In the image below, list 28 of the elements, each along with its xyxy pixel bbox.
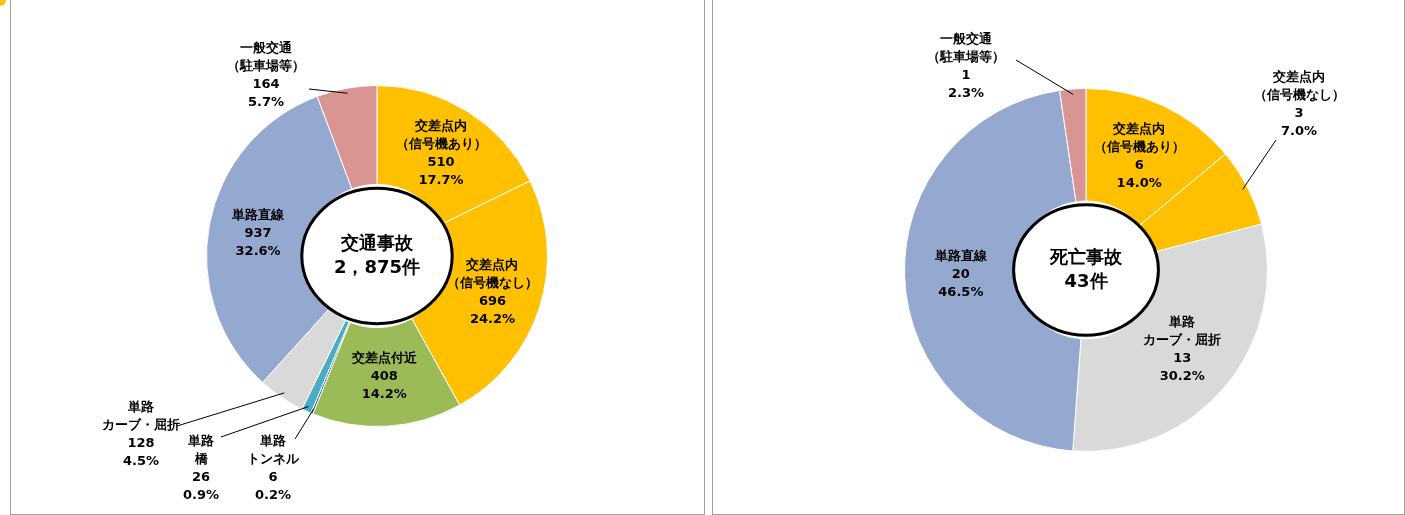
slice-label: 交差点内（信号機なし）: [446, 256, 538, 290]
slice-label: 一般交通（駐車場等）: [927, 31, 1005, 65]
slice-label: 交差点内（信号機あり）: [395, 117, 487, 151]
slice-label: 単路カーブ・屈折: [102, 399, 180, 433]
data-label: 6 0.2%: [254, 469, 292, 503]
slice-label: 一般交通（駐車場等）: [227, 40, 305, 74]
data-label: 20 46.5%: [938, 265, 984, 299]
data-label: 6 14.0%: [1116, 156, 1162, 190]
data-label: 13 30.2%: [1159, 350, 1205, 384]
data-label: 408 14.2%: [361, 368, 407, 402]
data-label: 937 32.6%: [235, 224, 281, 258]
data-label: 510 17.7%: [418, 153, 464, 187]
slice-label: 単路橋: [187, 433, 214, 467]
data-label: 696 24.2%: [469, 292, 516, 326]
slice-label: 交差点付近: [350, 350, 418, 366]
slice-label: 単路カーブ・屈折: [1143, 314, 1222, 348]
slice-label: 単路トンネル: [247, 433, 300, 467]
slice-label: 単路直線: [933, 247, 988, 263]
data-label: 3 7.0%: [1280, 105, 1318, 139]
data-label: 164 5.7%: [247, 76, 285, 110]
text: 死亡事故 43件: [1049, 245, 1123, 291]
slice-label: 交差点内（信号機あり）: [1093, 120, 1185, 154]
data-label: 1 2.3%: [947, 67, 985, 101]
slice-label: 単路直線: [231, 206, 286, 222]
text: 交通事故 2，875件: [333, 231, 421, 277]
data-label: 128 4.5%: [122, 435, 160, 469]
slice-label: 交差点内（信号機なし）: [1253, 69, 1345, 103]
data-label: 26 0.9%: [182, 469, 220, 503]
